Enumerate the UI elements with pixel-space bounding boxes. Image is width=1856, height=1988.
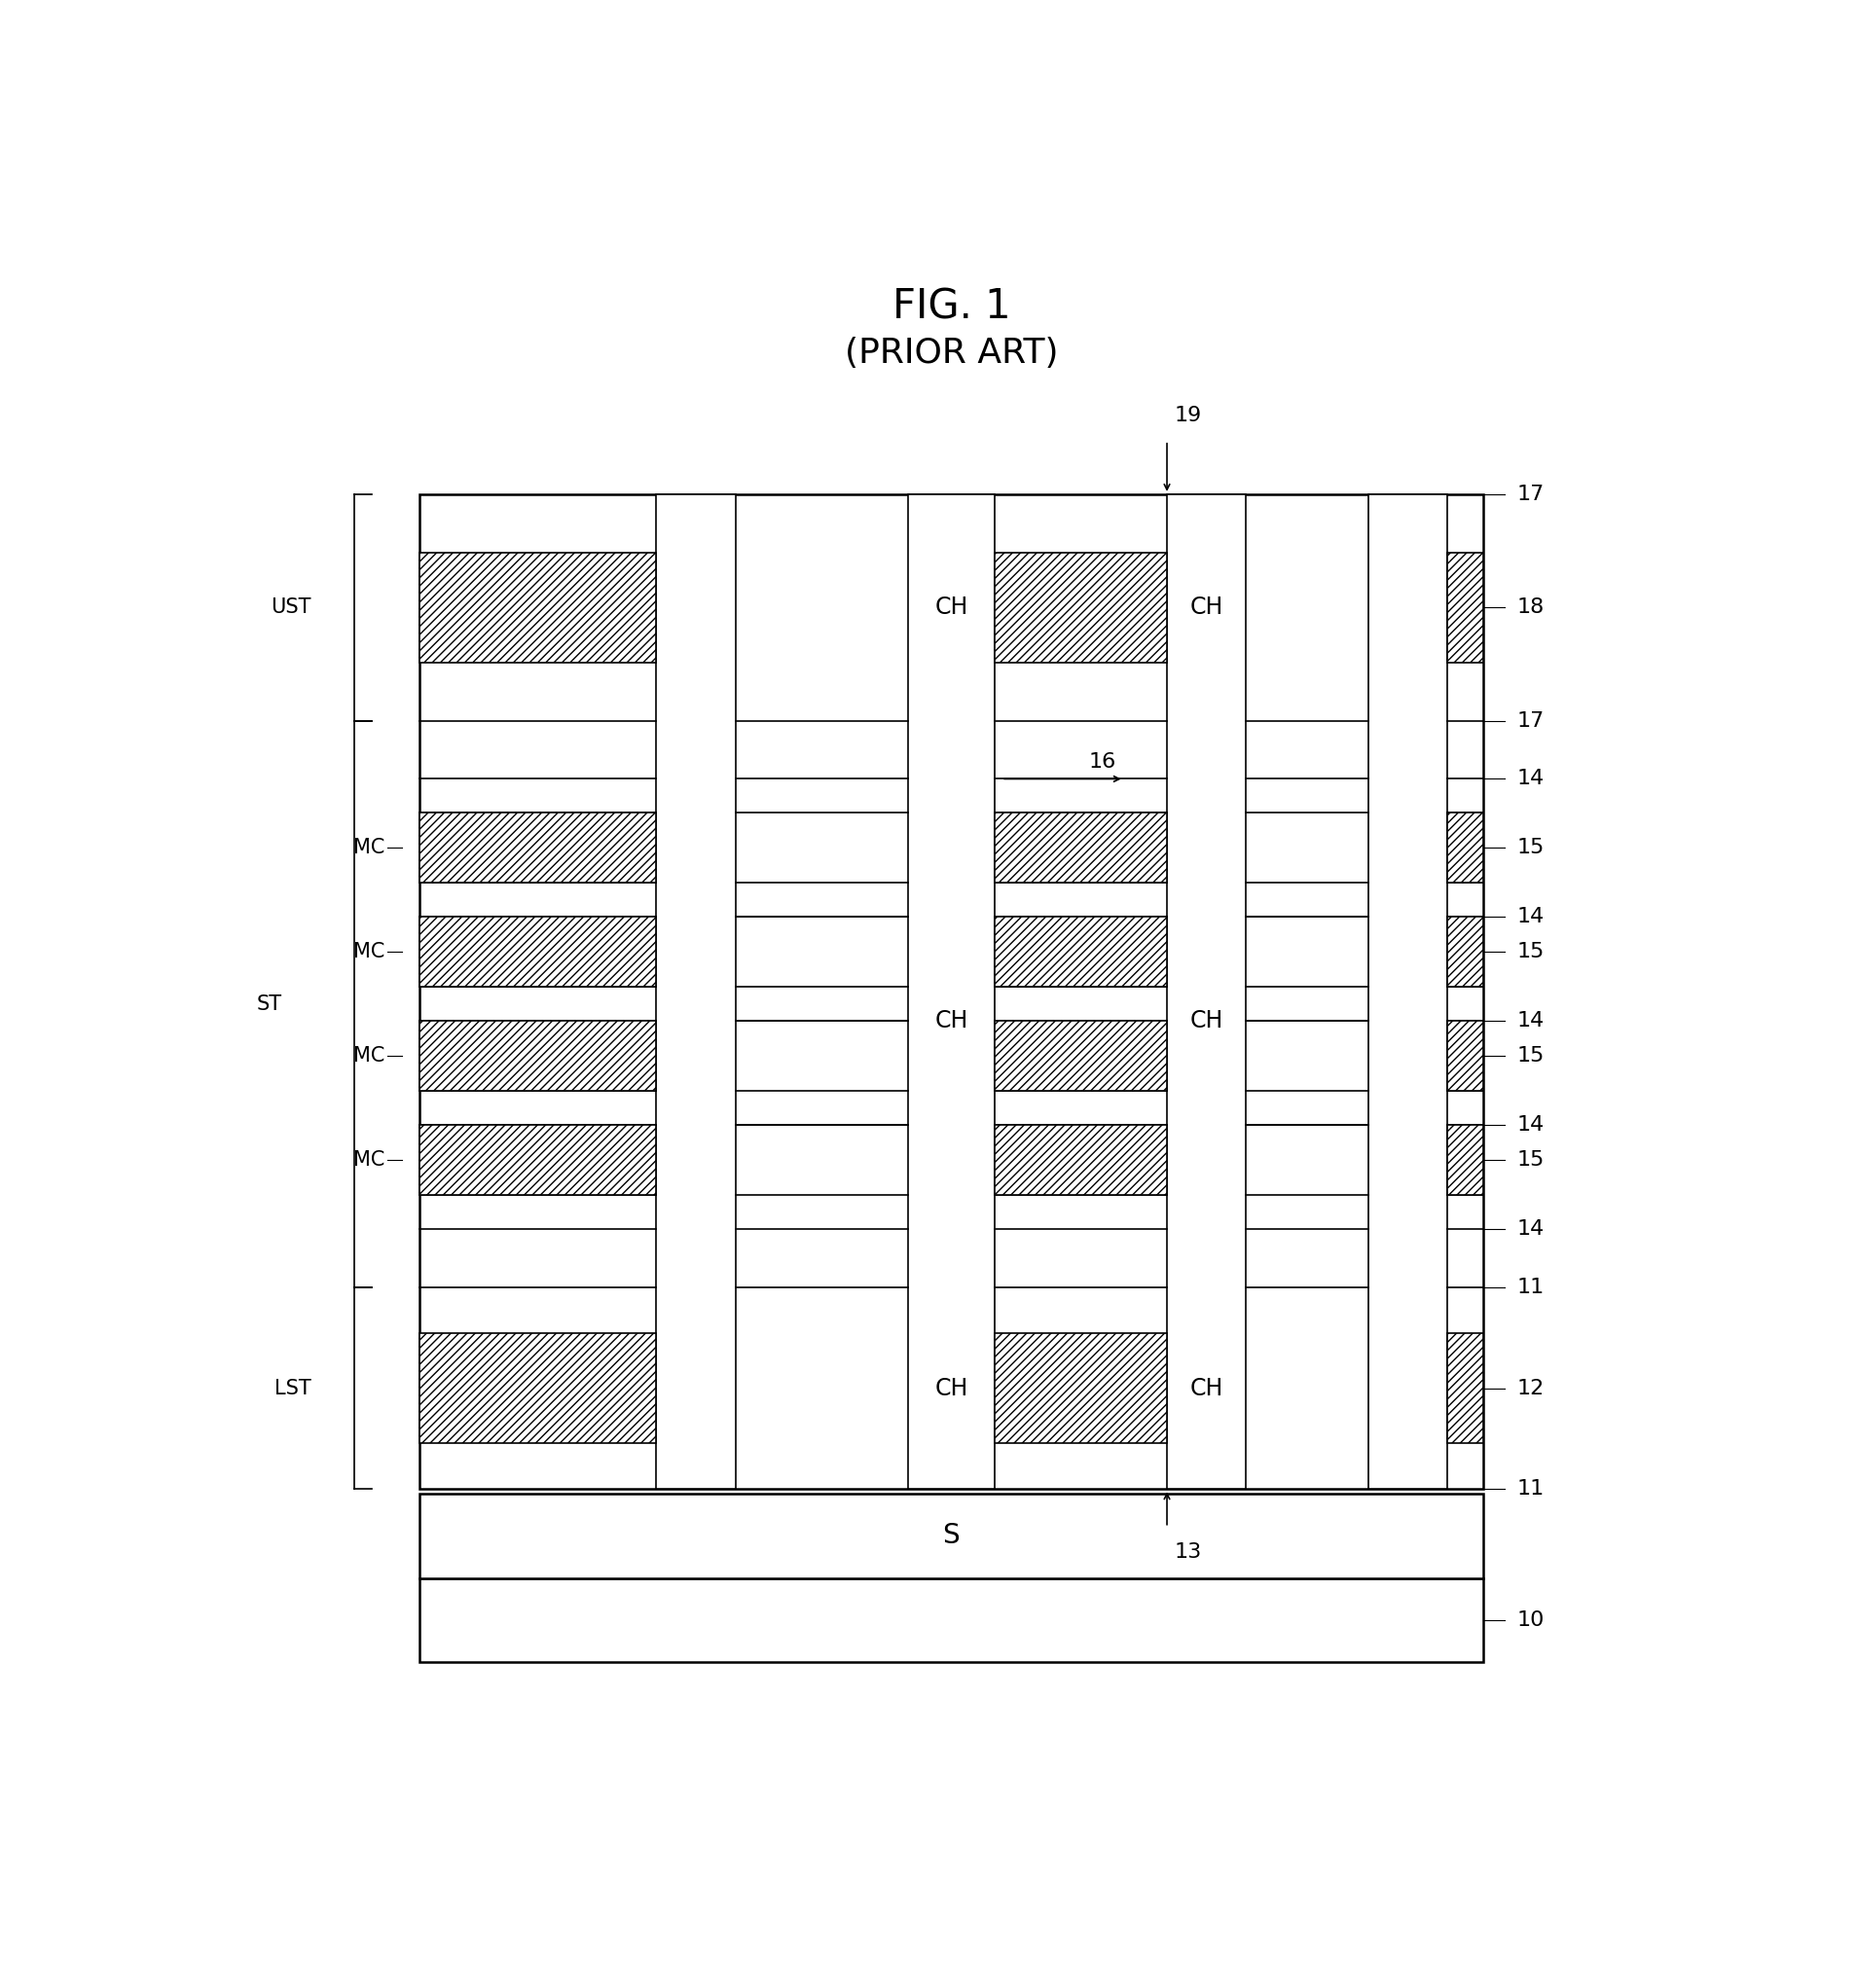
Bar (995, 1125, 1167, 1195)
Text: 14: 14 (1516, 1219, 1544, 1239)
Text: MC: MC (353, 1046, 384, 1066)
Text: 17: 17 (1516, 712, 1544, 730)
Bar (419, 1493, 1483, 1578)
Bar (657, 495, 735, 1489)
Bar (995, 916, 1167, 988)
Bar (419, 1125, 657, 1195)
Text: UST: UST (271, 598, 312, 616)
Text: (PRIOR ART): (PRIOR ART) (844, 336, 1058, 370)
Bar (1448, 1125, 1483, 1195)
Text: 12: 12 (1516, 1378, 1544, 1398)
Text: 15: 15 (1516, 1151, 1544, 1169)
Bar (1448, 813, 1483, 883)
Bar (1167, 495, 1245, 1489)
Text: 18: 18 (1516, 598, 1544, 616)
Bar (419, 1020, 657, 1091)
Text: 10: 10 (1516, 1610, 1544, 1630)
Text: 14: 14 (1516, 1012, 1544, 1030)
Text: 19: 19 (1175, 406, 1201, 425)
Text: 14: 14 (1516, 907, 1544, 926)
Text: LST: LST (275, 1378, 312, 1398)
Bar (419, 495, 1483, 1489)
Text: MC: MC (353, 1151, 384, 1169)
Bar (1368, 495, 1448, 1489)
Bar (1448, 553, 1483, 662)
Bar (419, 1334, 657, 1443)
Text: CH: CH (1190, 1376, 1223, 1400)
Text: MC: MC (353, 942, 384, 962)
Text: CH: CH (934, 1010, 969, 1032)
Bar (908, 495, 995, 1489)
Text: 11: 11 (1516, 1278, 1544, 1296)
Text: 11: 11 (1516, 1479, 1544, 1499)
Text: CH: CH (934, 1376, 969, 1400)
Text: MC: MC (353, 839, 384, 857)
Text: 15: 15 (1516, 1046, 1544, 1066)
Bar (995, 1020, 1167, 1091)
Text: 15: 15 (1516, 942, 1544, 962)
Bar (419, 1578, 1483, 1662)
Text: 15: 15 (1516, 839, 1544, 857)
Text: CH: CH (1190, 596, 1223, 618)
Bar (995, 1334, 1167, 1443)
Bar (419, 553, 657, 662)
Text: 13: 13 (1175, 1543, 1201, 1563)
Bar (419, 916, 657, 988)
Text: 14: 14 (1516, 769, 1544, 789)
Text: FIG. 1: FIG. 1 (893, 286, 1010, 328)
Text: CH: CH (934, 596, 969, 618)
Bar (419, 813, 657, 883)
Text: 17: 17 (1516, 485, 1544, 503)
Bar (995, 553, 1167, 662)
Text: 16: 16 (1089, 751, 1117, 771)
Bar (1448, 916, 1483, 988)
Bar (1448, 1020, 1483, 1091)
Bar (995, 813, 1167, 883)
Text: ST: ST (256, 994, 282, 1014)
Text: 14: 14 (1516, 1115, 1544, 1135)
Text: S: S (943, 1523, 960, 1549)
Bar (1448, 1334, 1483, 1443)
Text: CH: CH (1190, 1010, 1223, 1032)
